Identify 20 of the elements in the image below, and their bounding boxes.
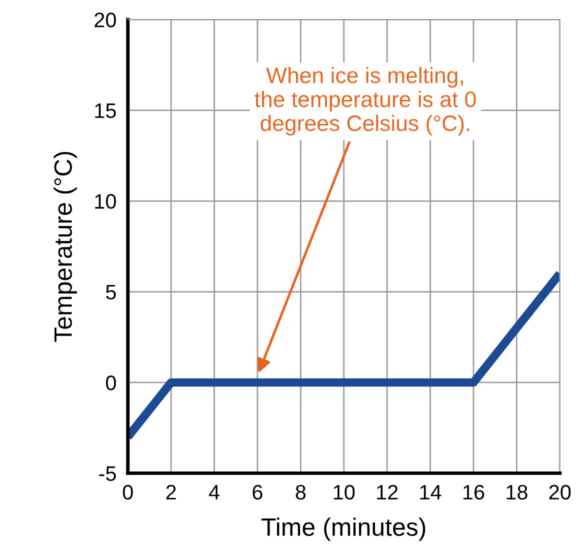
y-axis-title: Temperature (°C) xyxy=(54,152,77,342)
y-tick-label: 10 xyxy=(95,194,116,209)
x-tick-label: 0 xyxy=(122,484,133,500)
x-tick-label: 18 xyxy=(506,484,528,500)
y-tick-label: 0 xyxy=(106,375,116,390)
x-tick-label: 6 xyxy=(252,484,262,500)
x-tick-label: 10 xyxy=(334,484,355,500)
x-tick-label: 20 xyxy=(549,484,571,500)
x-axis-title: Time (minutes) xyxy=(262,518,426,541)
x-tick-label: 12 xyxy=(377,484,398,500)
x-tick-label: 16 xyxy=(463,484,484,500)
x-tick-label: 2 xyxy=(166,484,176,500)
y-tick-label: 5 xyxy=(106,284,116,300)
x-tick-label: 14 xyxy=(420,485,442,500)
x-tick-label: 4 xyxy=(208,485,220,500)
y-tick-label: 20 xyxy=(94,12,116,28)
annotation: When ice is melting, the temperature is at 0 degrees Celsius (°C). xyxy=(254,66,476,136)
y-tick-label: 15 xyxy=(95,104,116,118)
y-tick-label: -5 xyxy=(99,466,116,481)
x-tick-label: 8 xyxy=(296,484,306,500)
